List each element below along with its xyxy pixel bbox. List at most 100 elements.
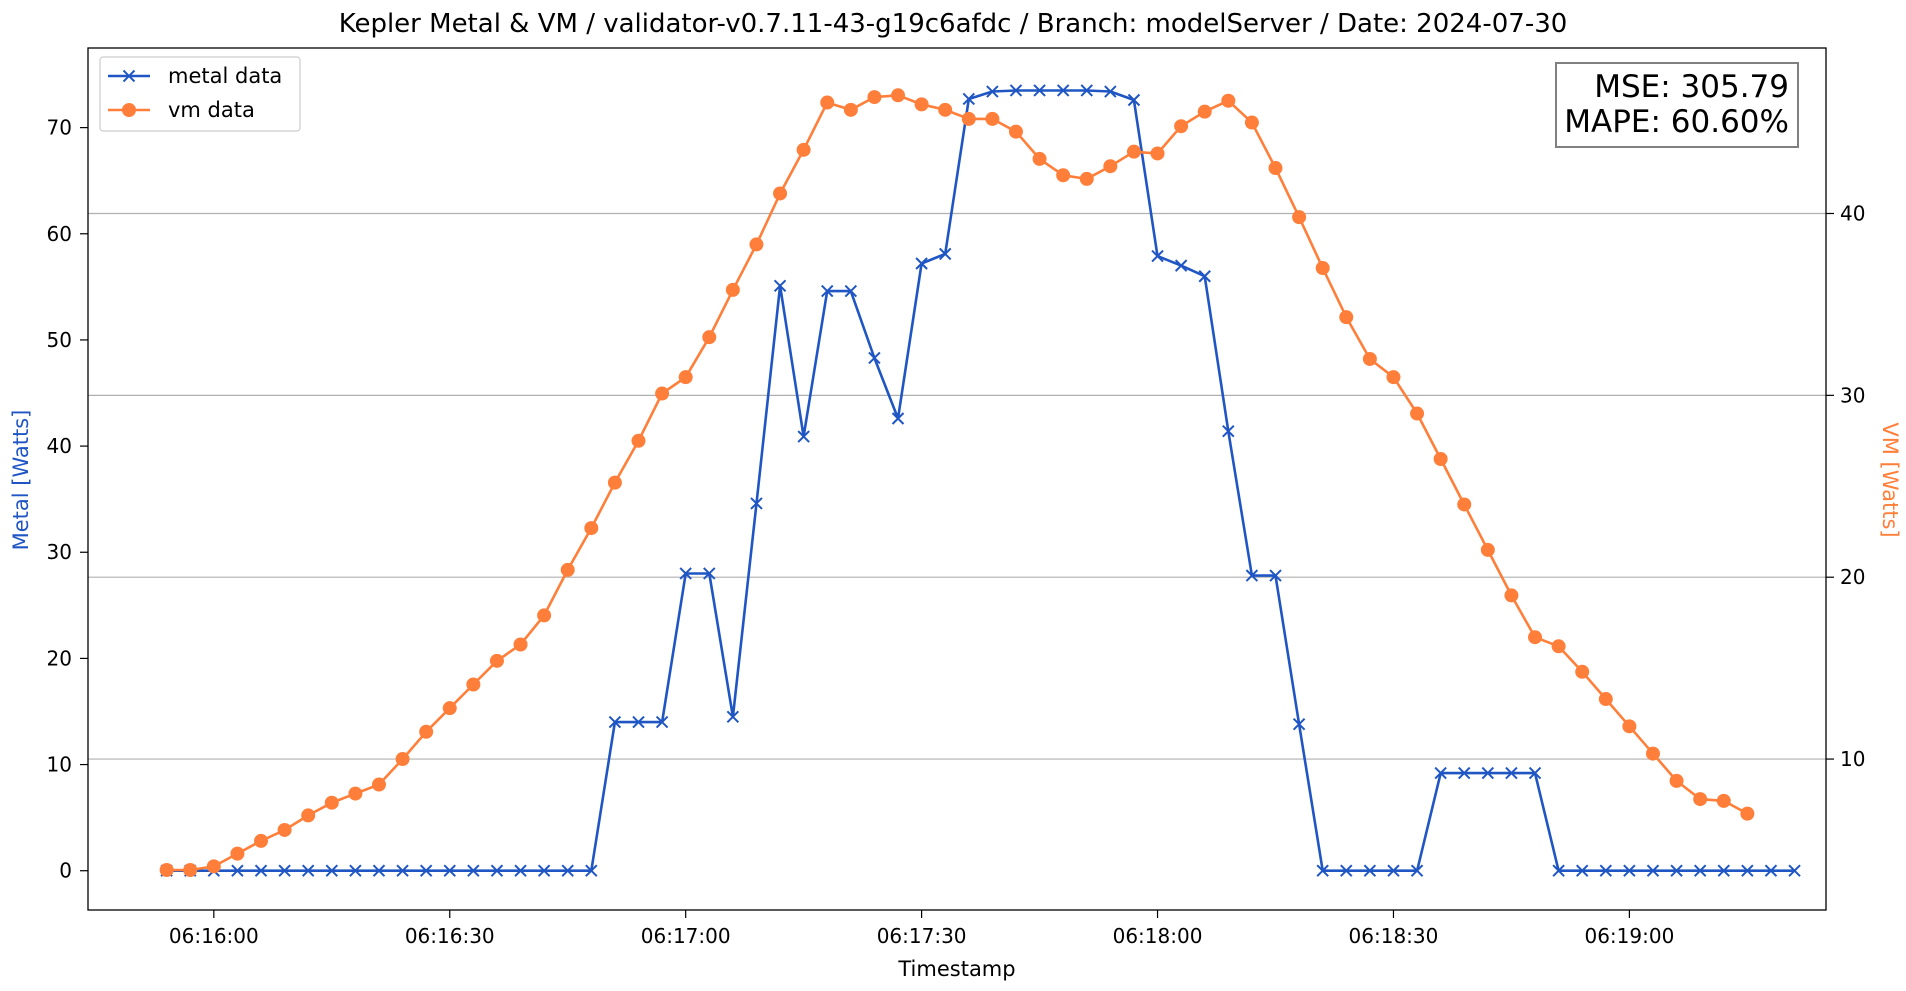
- data-point-metal: [1387, 864, 1400, 877]
- legend-item-vm: vm data: [108, 98, 255, 122]
- data-point-metal: [254, 864, 268, 877]
- x-tick-label: 06:18:00: [1113, 924, 1203, 948]
- data-point-metal: [655, 715, 669, 729]
- grid-lines: [88, 212, 1826, 760]
- data-point-metal: [231, 864, 244, 877]
- data-point-vm: [1410, 406, 1425, 421]
- data-point-vm: [560, 562, 575, 577]
- series-layer: [159, 84, 1801, 877]
- data-point-metal: [1222, 425, 1235, 438]
- data-point-metal: [514, 864, 527, 877]
- data-point-vm: [489, 653, 504, 668]
- data-point-vm: [1244, 115, 1259, 130]
- left-y-tick-label: 50: [47, 328, 72, 352]
- data-point-vm: [230, 846, 245, 861]
- data-point-metal: [962, 92, 976, 106]
- data-point-metal: [1764, 864, 1778, 877]
- data-point-vm: [1339, 310, 1354, 325]
- data-point-vm: [1622, 719, 1637, 734]
- data-point-vm: [1126, 144, 1141, 159]
- data-point-metal: [844, 284, 858, 298]
- data-point-vm: [1292, 210, 1307, 225]
- left-y-axis: 0 10 20 30 40 50 60 70: [47, 116, 88, 883]
- data-point-metal: [1151, 249, 1164, 263]
- data-point-metal: [1505, 766, 1518, 780]
- x-tick-label: 06:17:00: [641, 924, 731, 948]
- data-point-metal: [1599, 864, 1613, 877]
- data-point-vm: [348, 786, 363, 801]
- data-point-vm: [1315, 261, 1330, 276]
- data-point-metal: [585, 864, 598, 877]
- data-point-metal: [938, 247, 952, 261]
- x-tick-label: 06:18:30: [1349, 924, 1439, 948]
- data-point-vm: [1504, 588, 1519, 603]
- data-point-vm: [1103, 159, 1118, 174]
- data-point-metal: [986, 85, 999, 98]
- data-point-vm: [159, 862, 174, 877]
- data-point-vm: [1221, 93, 1236, 108]
- left-y-tick-label: 0: [59, 859, 72, 883]
- x-tick-label: 06:19:00: [1584, 924, 1674, 948]
- left-y-tick-label: 70: [47, 116, 72, 140]
- data-point-metal: [821, 284, 834, 298]
- data-point-vm: [1268, 161, 1283, 176]
- data-point-metal: [443, 864, 456, 877]
- data-point-metal: [1363, 864, 1377, 877]
- data-point-metal: [1198, 270, 1211, 283]
- data-point-metal: [1788, 864, 1801, 877]
- legend-dot-marker-icon: [122, 103, 136, 117]
- data-point-metal: [1717, 864, 1730, 877]
- x-tick-label: 06:16:30: [405, 924, 495, 948]
- data-point-metal: [349, 864, 362, 877]
- data-point-metal: [1458, 766, 1471, 780]
- data-point-metal: [1528, 766, 1542, 780]
- legend-label-metal: metal data: [168, 64, 282, 88]
- data-point-metal: [1340, 864, 1353, 877]
- data-point-vm: [371, 777, 386, 792]
- data-point-metal: [561, 864, 574, 877]
- data-point-metal: [490, 864, 504, 877]
- data-point-metal: [1693, 864, 1707, 877]
- data-point-vm: [301, 808, 316, 823]
- data-point-metal: [891, 412, 905, 425]
- data-point-metal: [632, 715, 645, 729]
- data-point-vm: [1362, 351, 1377, 366]
- legend-x-marker-icon: [122, 69, 136, 83]
- data-point-vm: [1008, 124, 1023, 139]
- right-y-axis-title: VM [Watts]: [1878, 422, 1902, 537]
- data-point-vm: [584, 521, 599, 536]
- data-point-metal: [1670, 864, 1683, 877]
- data-point-metal: [1080, 84, 1093, 97]
- data-point-vm: [796, 142, 811, 157]
- data-point-vm: [702, 330, 717, 345]
- data-point-metal: [1434, 766, 1447, 780]
- legend: metal data vm data: [99, 56, 301, 132]
- data-point-vm: [1197, 104, 1212, 119]
- x-axis: 06:16:00 06:16:30 06:17:00 06:17:30 06:18:00…: [169, 910, 1674, 948]
- data-point-vm: [206, 859, 221, 874]
- data-point-metal: [419, 864, 433, 877]
- left-y-tick-label: 10: [47, 753, 72, 777]
- data-point-metal: [1646, 864, 1660, 877]
- x-axis-title: Timestamp: [897, 957, 1015, 981]
- data-point-metal: [1033, 84, 1046, 97]
- data-point-metal: [1269, 569, 1282, 582]
- data-point-vm: [1150, 146, 1165, 161]
- data-point-metal: [726, 710, 740, 724]
- right-y-tick-label: 20: [1840, 565, 1865, 589]
- data-point-metal: [1292, 718, 1306, 731]
- data-point-vm: [254, 833, 269, 848]
- data-point-metal: [325, 864, 338, 877]
- data-point-vm: [938, 102, 953, 117]
- right-y-tick-label: 40: [1840, 201, 1865, 225]
- data-point-vm: [773, 186, 788, 201]
- data-point-vm: [655, 386, 670, 401]
- data-point-metal: [703, 567, 716, 580]
- left-y-tick-label: 30: [47, 540, 72, 564]
- data-point-vm: [749, 237, 764, 252]
- data-point-vm: [1551, 639, 1566, 654]
- data-point-vm: [1433, 451, 1448, 466]
- data-point-metal: [1174, 259, 1188, 272]
- data-point-metal: [1056, 84, 1070, 97]
